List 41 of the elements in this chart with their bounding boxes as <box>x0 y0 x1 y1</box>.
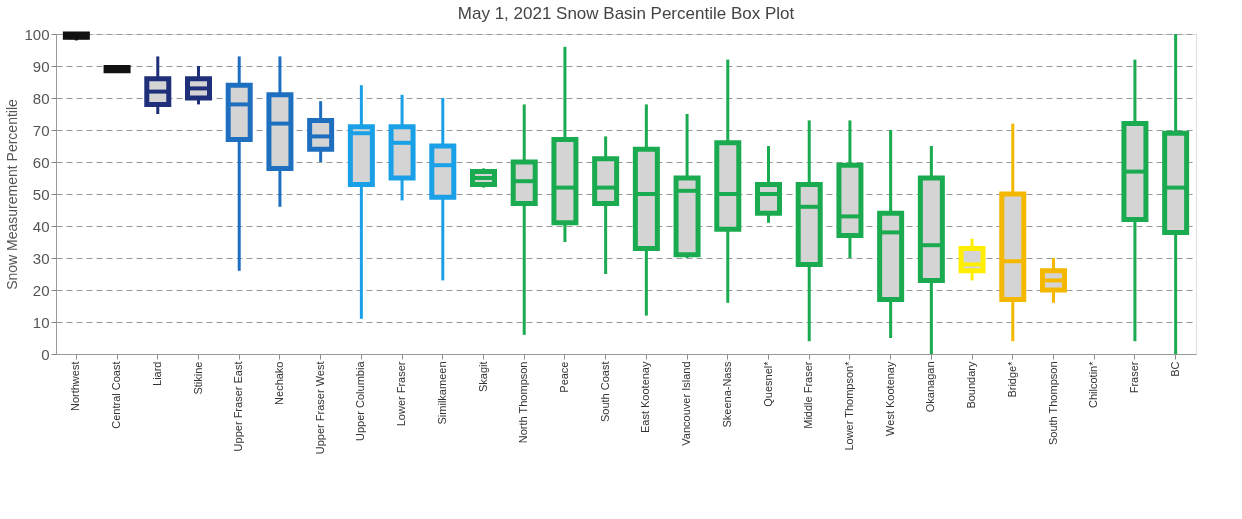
x-tick-label: West Kootenay <box>883 361 896 436</box>
y-tick-label: 50 <box>32 185 50 203</box>
x-tick-label: Liard <box>150 361 163 386</box>
y-axis-title: Snow Measurement Percentile <box>4 98 21 290</box>
x-tick-label: Middle Fraser <box>802 361 815 429</box>
x-tick-label: Lower Fraser <box>395 361 408 427</box>
y-tick-label: 80 <box>32 89 50 107</box>
x-tick-label: South Coast <box>598 361 611 423</box>
y-tick-label: 20 <box>32 281 50 299</box>
y-tick-label: 10 <box>32 313 50 331</box>
y-tick-label: 100 <box>24 25 50 43</box>
x-tick-label: BC <box>1168 361 1181 377</box>
x-tick-label: Quesnel* <box>761 360 774 407</box>
x-tick-label: Upper Fraser West <box>313 361 326 455</box>
x-tick-label: Boundary <box>965 361 978 409</box>
x-tick-label: Skeena-Nass <box>720 361 733 428</box>
x-tick-label: North Thompson <box>517 361 530 444</box>
x-tick-label: Vancouver Island <box>680 361 693 446</box>
x-tick-label: East Kootenay <box>639 361 652 434</box>
x-tick-label: Upper Fraser East <box>232 361 245 452</box>
x-tick-label: Okanagan <box>924 361 937 413</box>
x-tick-label: South Thompson <box>1046 361 1059 446</box>
chart-title: May 1, 2021 Snow Basin Percentile Box Plot <box>457 4 795 23</box>
x-tick-label: Lower Thompson* <box>842 360 855 451</box>
x-tick-label: Similkameen <box>435 361 448 425</box>
x-tick-label: Chilcotin* <box>1087 360 1100 408</box>
y-tick-label: 0 <box>41 345 50 363</box>
x-tick-label: Stikine <box>191 361 204 395</box>
x-tick-label: Peace <box>557 361 570 393</box>
x-tick-label: Nechako <box>272 361 285 405</box>
x-tick-label: Upper Columbia <box>354 360 367 441</box>
x-tick-label: Central Coast <box>110 361 123 429</box>
x-tick-label: Bridge* <box>1005 360 1018 398</box>
x-tick-label: Northwest <box>69 361 82 412</box>
y-tick-label: 30 <box>32 249 50 267</box>
x-tick-label: Fraser <box>1127 361 1140 394</box>
x-tick-label: Skagit <box>476 361 489 393</box>
y-tick-label: 40 <box>32 217 50 235</box>
y-tick-label: 70 <box>32 121 50 139</box>
y-tick-label: 90 <box>32 57 50 75</box>
y-tick-label: 60 <box>32 153 50 171</box>
